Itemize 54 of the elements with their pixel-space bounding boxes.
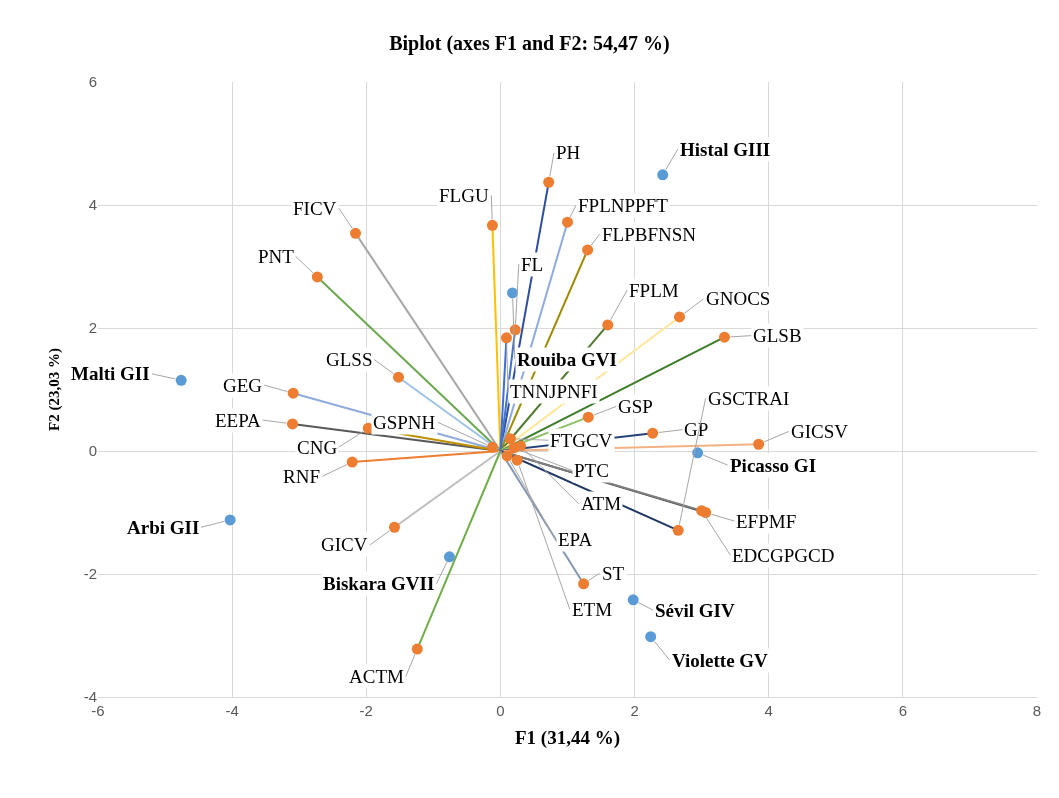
y-tick-label: 4 (88, 196, 97, 214)
annotation: TNNJPNFI (510, 381, 598, 402)
annotation: Arbi GII (127, 517, 200, 538)
annotation: Biskara GVII (323, 573, 435, 594)
y-axis-title: F2 (23,03 %) (45, 348, 63, 431)
annotation: GP (684, 419, 709, 440)
annotation: GICV (321, 534, 368, 555)
annotation: FLPBFNSN (602, 224, 697, 245)
annotation: EDCGPGCD (732, 545, 835, 566)
x-tick-label: 8 (1032, 702, 1042, 719)
annotation: ACTM (349, 666, 404, 687)
x-axis-title: F1 (31,44 %) (514, 726, 621, 749)
y-tick-label: 2 (88, 319, 97, 337)
annotation: GEG (223, 375, 263, 396)
annotation: PTC (574, 460, 609, 481)
annotation: Malti GII (71, 363, 150, 384)
annotation: FL (521, 254, 544, 275)
annotation: GSCTRAI (708, 388, 790, 409)
annotation: FPLM (629, 280, 679, 301)
annotation: GLSB (753, 325, 802, 346)
annotation: FTGCV (550, 430, 613, 451)
x-tick-label: 2 (630, 702, 639, 719)
chart-title: Biplot (axes F1 and F2: 54,47 %) (389, 31, 670, 55)
annotation: GLSS (326, 349, 373, 370)
annotation: GNOCS (706, 288, 771, 309)
x-tick-label: -2 (359, 702, 373, 719)
annotation: CNG (297, 437, 338, 458)
y-tick-label: 0 (88, 442, 97, 460)
annotation: EEPA (215, 410, 262, 431)
annotation: GSPNH (373, 412, 436, 433)
annotation: Violette GV (672, 650, 769, 671)
annotation: ST (602, 563, 625, 584)
annotation: Histal GIII (680, 139, 771, 160)
x-tick-label: 0 (496, 702, 505, 719)
annotation: FLGU (439, 185, 489, 206)
annotation: ETM (572, 599, 613, 620)
y-tick-label: -2 (83, 565, 97, 583)
annotation: Rouiba GVI (517, 349, 617, 370)
annotation: FPLNPPFT (578, 195, 669, 216)
annotation: PNT (258, 246, 295, 267)
x-tick-label: 6 (898, 702, 908, 719)
x-tick-label: -4 (225, 702, 239, 719)
x-tick-label: 4 (764, 702, 773, 719)
annotation: FICV (293, 198, 337, 219)
annotation: GICSV (791, 421, 849, 442)
annotation: EPA (558, 529, 593, 550)
annotation: PH (556, 142, 581, 163)
annotation: EFPMF (736, 511, 797, 532)
annotation: RNF (283, 466, 320, 487)
annotation: ATM (581, 493, 622, 514)
annotation: GSP (618, 396, 653, 417)
annotation: Sévil GIV (655, 600, 735, 621)
annotation: Picasso GI (730, 455, 817, 476)
y-tick-label: 6 (88, 73, 97, 91)
